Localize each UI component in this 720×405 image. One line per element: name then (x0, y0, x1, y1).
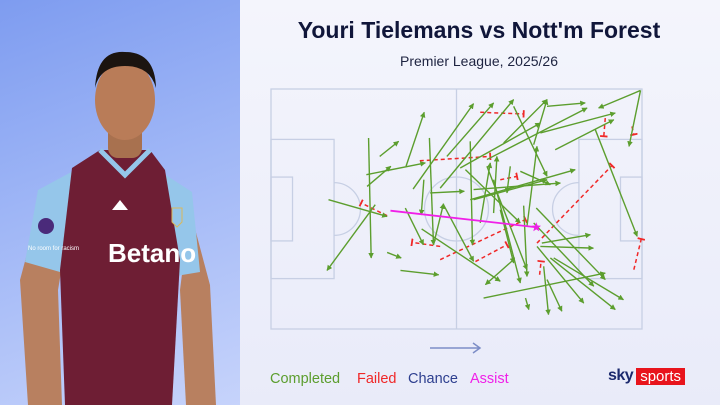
completed-pass (486, 166, 528, 271)
completed-pass (520, 170, 551, 186)
pitch-markings (270, 88, 643, 330)
failed-pass (439, 215, 528, 261)
failed-pass (633, 237, 646, 270)
completed-pass (405, 111, 426, 167)
completed-pass (470, 168, 576, 201)
brand-sports: sports (636, 367, 686, 385)
failed-pass (537, 260, 545, 275)
completed-pass (439, 99, 515, 189)
completed-pass (535, 207, 606, 281)
completed-pass (627, 90, 642, 147)
player-photo: Betano No room for racism (20, 51, 216, 405)
completed-pass (473, 180, 561, 191)
completed-pass (400, 269, 440, 277)
sky-sports-logo: sky sports (608, 367, 686, 385)
completed-pass (328, 198, 388, 218)
legend-completed: Completed (270, 371, 341, 387)
sleeve-text: No room for racism (28, 246, 79, 252)
completed-pass (484, 259, 515, 286)
pitch (270, 88, 646, 330)
right-penalty-arc (551, 181, 579, 237)
completed-pass (522, 205, 530, 277)
completed-pass (442, 204, 475, 262)
completed-pass (503, 99, 548, 144)
completed-pass (428, 137, 437, 246)
legend-chance: Chance (408, 371, 458, 387)
completed-pass (412, 103, 475, 190)
completed-pass (532, 99, 549, 145)
completed-pass (536, 245, 585, 304)
failed-pass (358, 199, 388, 217)
completed-pass (533, 222, 595, 287)
completed-pass (513, 105, 548, 177)
left-six-yard-box (270, 176, 294, 242)
legend-failed: Failed (357, 371, 397, 387)
completed-pass (540, 111, 616, 134)
completed-pass (594, 129, 638, 237)
completed-pass (326, 204, 376, 271)
completed-pass (554, 119, 615, 151)
sponsor-logo: Betano (108, 238, 196, 268)
completed-pass (526, 145, 540, 227)
right-penalty-box (578, 138, 643, 280)
completed-pass (541, 232, 591, 244)
completed-pass (542, 266, 551, 316)
player-photo-panel: Betano No room for racism (0, 0, 240, 405)
completed-pass (366, 165, 392, 187)
completed-pass (540, 245, 594, 251)
completed-pass (524, 297, 531, 311)
completed-pass (367, 137, 374, 259)
completed-pass (549, 257, 616, 311)
assist-star-icon (531, 222, 541, 232)
completed-pass (469, 141, 476, 246)
completed-pass (386, 251, 402, 259)
chart-title: Youri Tielemans vs Nott'm Forest (297, 17, 661, 43)
failed-pass (410, 238, 441, 248)
completed-pass (404, 207, 425, 246)
completed-pass (479, 162, 493, 224)
left-penalty-arc (334, 181, 362, 237)
completed-pass (504, 166, 511, 194)
completed-pass (492, 155, 500, 214)
failed-pass (599, 117, 608, 138)
center-circle (423, 176, 490, 242)
legend-assist: Assist (470, 371, 509, 387)
left-penalty-box (270, 138, 335, 280)
completed-pass (499, 209, 516, 264)
completed-pass (546, 279, 563, 312)
assist-pass (390, 209, 537, 229)
completed-pass (464, 169, 521, 224)
completed-pass (366, 161, 426, 176)
completed-pass (432, 203, 446, 245)
completed-pass (430, 188, 465, 195)
completed-pass (546, 100, 586, 107)
completed-pass (459, 122, 541, 169)
completed-pass (446, 102, 495, 157)
completed-pass (553, 257, 624, 301)
completed-pass (418, 179, 425, 216)
brand-sky: sky (608, 367, 634, 384)
completed-pass (379, 140, 400, 157)
completed-pass (492, 179, 522, 284)
right-six-yard-box (619, 176, 643, 242)
failed-pass (475, 241, 510, 263)
failed-pass (536, 162, 616, 244)
completed-pass (598, 89, 641, 109)
attack-direction-arrow-icon (430, 342, 482, 354)
chart-panel (240, 0, 720, 405)
chart-subtitle: Premier League, 2025/26 (400, 53, 558, 69)
